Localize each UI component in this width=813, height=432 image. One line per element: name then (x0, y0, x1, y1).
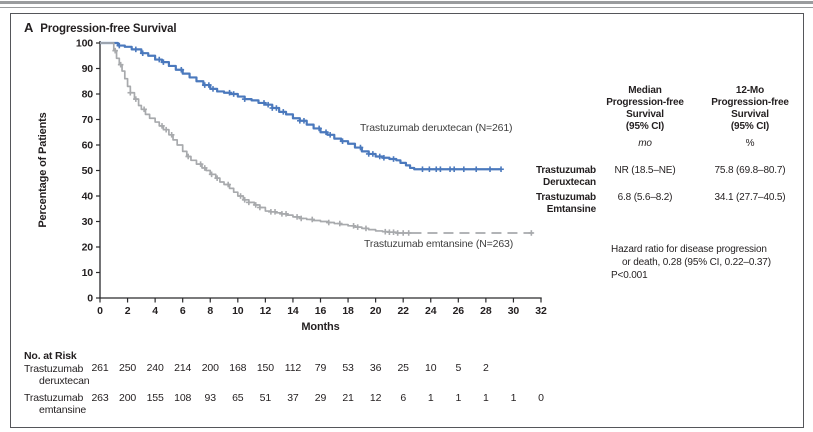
risk-value: 1 (483, 392, 489, 404)
risk-value: 1 (427, 392, 434, 404)
x-tick-label: 0 (97, 305, 103, 317)
risk-row1-label-line1: Trastuzumab (24, 363, 84, 375)
risk-value: 12 (369, 392, 382, 404)
x-tick-label: 24 (425, 305, 437, 317)
hazard-ratio-pvalue: P<0.001 (611, 270, 648, 281)
risk-value: 108 (174, 392, 192, 404)
table-value-deruxtecan-12mo: 75.8 (69.8–80.7) (714, 165, 786, 176)
hazard-ratio-line1: Hazard ratio for disease progression (611, 244, 767, 255)
table-value-deruxtecan-median: NR (18.5–NE) (614, 165, 676, 176)
risk-value: 1 (510, 392, 517, 404)
y-tick-label: 0 (87, 293, 93, 305)
x-tick-label: 26 (453, 305, 465, 317)
risk-value: 6 (400, 392, 407, 404)
x-tick-label: 28 (480, 305, 492, 317)
risk-value: 5 (455, 362, 462, 374)
risk-value: 112 (284, 362, 302, 374)
risk-value: 155 (146, 392, 164, 404)
risk-row2-label-line2: emtansine (39, 404, 87, 416)
x-tick-label: 2 (125, 305, 131, 317)
y-tick-label: 10 (82, 267, 94, 279)
x-tick-label: 18 (342, 305, 354, 317)
risk-value: 263 (91, 392, 109, 404)
x-tick-label: 6 (180, 305, 186, 317)
y-tick-label: 90 (82, 63, 94, 75)
table-header-12mo-pfs: 12-Mo Progression-free Survival (95% CI) (711, 85, 789, 132)
x-tick-label: 10 (232, 305, 244, 317)
risk-value: 214 (174, 362, 192, 374)
risk-value: 261 (91, 362, 109, 374)
y-tick-label: 40 (82, 191, 94, 203)
x-axis-title: Months (301, 321, 339, 333)
risk-row2-label-line1: Trastuzumab (24, 392, 84, 404)
top-divider-rule (0, 1, 813, 8)
series-label-deruxtecan: Trastuzumab deruxtecan (N=261) (360, 122, 513, 134)
table-unit-months: mo (638, 138, 652, 149)
y-tick-label: 60 (82, 140, 94, 152)
x-tick-label: 4 (152, 305, 158, 317)
risk-value: 200 (119, 392, 137, 404)
figure-panel-border (10, 13, 804, 428)
risk-value: 65 (232, 392, 244, 404)
table-unit-percent: % (745, 138, 755, 149)
x-tick-label: 16 (315, 305, 327, 317)
risk-value: 53 (342, 362, 354, 374)
risk-value: 93 (204, 392, 217, 404)
y-tick-label: 100 (76, 38, 93, 50)
risk-value: 10 (425, 362, 437, 374)
x-tick-label: 20 (370, 305, 382, 317)
y-axis-title: Percentage of Patients (37, 112, 49, 227)
deruxtecan-curve (100, 41, 502, 171)
risk-value: 168 (229, 362, 247, 374)
table-rowlabel-emtansine: Trastuzumab Emtansine (535, 192, 596, 215)
emtansine-curve (100, 42, 412, 234)
y-tick-label: 80 (82, 89, 94, 101)
y-tick-label: 50 (82, 165, 94, 177)
risk-value: 79 (314, 362, 327, 374)
risk-value: 250 (119, 362, 137, 374)
risk-value: 2 (483, 362, 489, 374)
risk-value: 36 (369, 362, 382, 374)
x-tick-label: 30 (508, 305, 520, 317)
hazard-ratio-line2: or death, 0.28 (95% CI, 0.22–0.37) (622, 257, 771, 268)
hazard-ratio-note: Hazard ratio for disease progression or … (611, 243, 813, 282)
panel-title-text: Progression-free Survival (40, 23, 177, 35)
table-rowlabel-deruxtecan: Trastuzumab Deruxtecan (535, 165, 596, 188)
x-tick-label: 12 (260, 305, 272, 317)
risk-value: 240 (146, 362, 164, 374)
x-tick-label: 22 (397, 305, 409, 317)
risk-value: 37 (287, 392, 299, 404)
risk-value: 150 (256, 362, 274, 374)
risk-row1-label-line2: deruxtecan (39, 375, 90, 387)
panel-title: A Progression-free Survival (24, 19, 177, 37)
table-value-emtansine-median: 6.8 (5.6–8.2) (617, 192, 673, 203)
risk-value: 200 (201, 362, 219, 374)
risk-value: 1 (455, 392, 462, 404)
risk-value: 21 (342, 392, 354, 404)
table-header-median-pfs: Median Progression-free Survival (95% CI… (606, 85, 684, 132)
x-tick-label: 14 (287, 305, 299, 317)
series-label-emtansine: Trastuzumab emtansine (N=263) (364, 238, 514, 250)
risk-value: 29 (314, 392, 327, 404)
x-tick-label: 8 (207, 305, 213, 317)
risk-value: 0 (538, 392, 544, 404)
y-tick-label: 70 (82, 114, 94, 126)
panel-letter: A (24, 20, 34, 35)
x-tick-label: 32 (535, 305, 547, 317)
risk-table-title: No. at Risk (24, 350, 77, 362)
risk-value: 51 (259, 392, 272, 404)
y-tick-label: 30 (82, 216, 94, 228)
y-tick-label: 20 (82, 242, 94, 254)
risk-value: 25 (397, 362, 409, 374)
table-value-emtansine-12mo: 34.1 (27.7–40.5) (714, 192, 786, 203)
